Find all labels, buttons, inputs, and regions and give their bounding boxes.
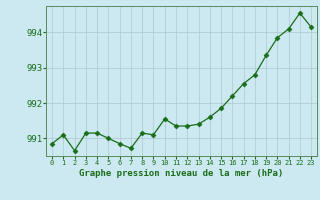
X-axis label: Graphe pression niveau de la mer (hPa): Graphe pression niveau de la mer (hPa) — [79, 169, 284, 178]
